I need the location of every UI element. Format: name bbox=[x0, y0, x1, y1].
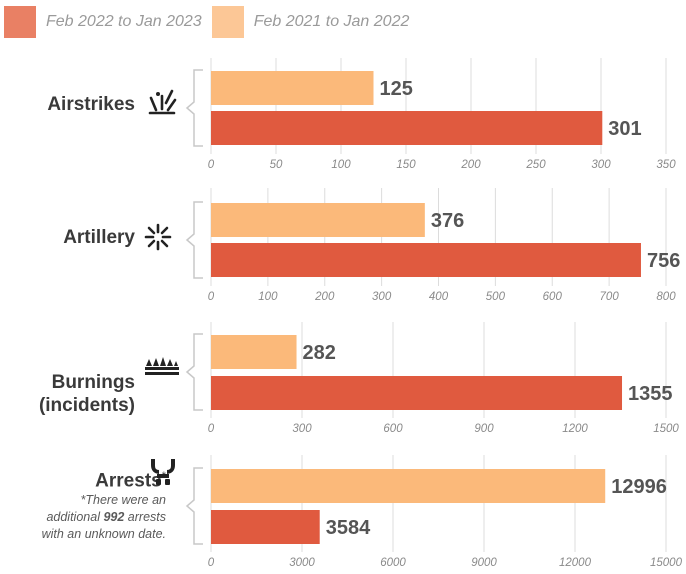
burnings-tick-label: 600 bbox=[383, 423, 403, 435]
artillery-tick-label: 500 bbox=[486, 291, 506, 303]
airstrikes-title: Airstrikes bbox=[47, 94, 135, 115]
legend-label-2022-2023: Feb 2022 to Jan 2023 bbox=[46, 13, 202, 30]
legend-swatch-2021-2022 bbox=[211, 6, 244, 38]
burnings-tick-label: 900 bbox=[474, 423, 494, 435]
arrests-title: Arrests bbox=[95, 470, 162, 492]
arrests-bracket bbox=[185, 467, 203, 545]
airstrikes-value-label-2022-2023: 301 bbox=[608, 118, 641, 140]
artillery-bar-2021-2022 bbox=[211, 203, 425, 237]
artillery-bracket bbox=[185, 201, 203, 279]
burnings-tick-label: 300 bbox=[292, 423, 312, 435]
artillery-tick-label: 800 bbox=[656, 291, 676, 303]
arrests-footnote: *There were an additional 992 arrests wi… bbox=[42, 492, 166, 543]
arrests-tick-label: 6000 bbox=[380, 557, 406, 569]
artillery-tick-label: 200 bbox=[314, 291, 335, 303]
explosion-icon bbox=[148, 89, 177, 115]
arrests-value-label-2022-2023: 3584 bbox=[326, 517, 371, 539]
legend: Feb 2022 to Jan 2023 Feb 2021 to Jan 202… bbox=[4, 6, 419, 38]
airstrikes-bar-2021-2022 bbox=[211, 71, 374, 105]
airstrikes-tick-label: 50 bbox=[270, 159, 283, 171]
airstrikes-bar-2022-2023 bbox=[211, 111, 603, 145]
shell-burst-icon bbox=[144, 223, 172, 251]
airstrikes-bracket bbox=[185, 69, 203, 147]
burnings-tick-label: 0 bbox=[208, 423, 215, 435]
panel-label-burnings: Burnings (incidents) bbox=[39, 348, 135, 417]
artillery-tick-label: 400 bbox=[429, 291, 449, 303]
artillery-tick-label: 600 bbox=[543, 291, 563, 303]
footnote-line-2-prefix: additional bbox=[46, 510, 104, 524]
artillery-tick-label: 0 bbox=[208, 291, 215, 303]
airstrikes-tick-label: 200 bbox=[460, 159, 481, 171]
arrests-tick-label: 3000 bbox=[289, 557, 315, 569]
arrests-bar-2022-2023 bbox=[211, 510, 320, 544]
airstrikes-tick-label: 0 bbox=[208, 159, 215, 171]
artillery-value-label-2021-2022: 376 bbox=[431, 210, 464, 232]
legend-swatch-2022-2023 bbox=[4, 6, 36, 38]
legend-item-2021-2022: Feb 2021 to Jan 2022 bbox=[211, 6, 410, 38]
artillery-tick-label: 300 bbox=[372, 291, 392, 303]
artillery-tick-label: 100 bbox=[258, 291, 278, 303]
handcuffs-icon bbox=[151, 459, 175, 485]
artillery-value-label-2022-2023: 756 bbox=[647, 250, 680, 272]
panel-label-airstrikes: Airstrikes bbox=[47, 93, 135, 116]
fire-icon bbox=[145, 357, 179, 375]
arrests-tick-label: 9000 bbox=[471, 557, 497, 569]
airstrikes-value-label-2021-2022: 125 bbox=[380, 78, 413, 100]
airstrikes-tick-label: 150 bbox=[396, 159, 416, 171]
arrests-tick-label: 15000 bbox=[650, 557, 683, 569]
panel-label-artillery: Artillery bbox=[63, 226, 135, 249]
arrests-bar-2021-2022 bbox=[211, 469, 606, 503]
burnings-bracket bbox=[185, 333, 203, 411]
footnote-line-2-suffix: arrests bbox=[124, 510, 166, 524]
airstrikes-tick-label: 250 bbox=[525, 159, 546, 171]
burnings-bar-2022-2023 bbox=[211, 376, 623, 410]
burnings-bar-2021-2022 bbox=[211, 335, 297, 369]
burnings-title: Burnings (incidents) bbox=[38, 372, 135, 416]
footnote-line-2: additional 992 arrests bbox=[42, 509, 166, 526]
footnote-unknown-count: 992 bbox=[103, 510, 125, 524]
burnings-value-label-2021-2022: 282 bbox=[303, 342, 336, 364]
artillery-tick-label: 700 bbox=[600, 291, 620, 303]
arrests-value-label-2021-2022: 12996 bbox=[611, 476, 667, 498]
arrests-tick-label: 12000 bbox=[559, 557, 592, 569]
artillery-title: Artillery bbox=[63, 227, 135, 248]
footnote-line-1: *There were an bbox=[80, 493, 166, 507]
airstrikes-tick-label: 300 bbox=[591, 159, 611, 171]
airstrikes-tick-label: 350 bbox=[656, 159, 676, 171]
footnote-line-3: with an unknown date. bbox=[41, 527, 166, 541]
airstrikes-tick-label: 100 bbox=[331, 159, 351, 171]
burnings-value-label-2022-2023: 1355 bbox=[628, 383, 673, 405]
artillery-bar-2022-2023 bbox=[211, 243, 641, 277]
legend-label-2021-2022: Feb 2021 to Jan 2022 bbox=[253, 13, 410, 30]
arrests-tick-label: 0 bbox=[208, 557, 215, 569]
burnings-tick-label: 1200 bbox=[562, 423, 588, 435]
legend-item-2022-2023: Feb 2022 to Jan 2023 bbox=[4, 6, 202, 38]
burnings-tick-label: 1500 bbox=[653, 423, 679, 435]
